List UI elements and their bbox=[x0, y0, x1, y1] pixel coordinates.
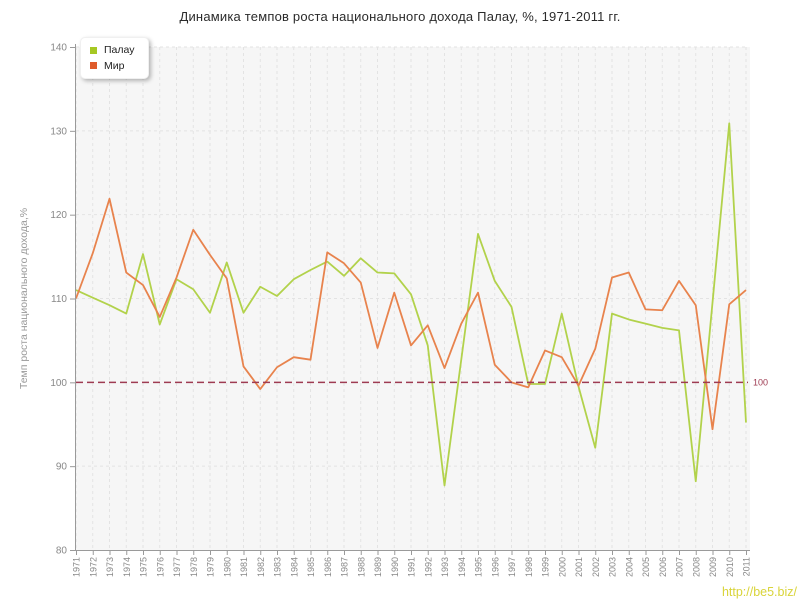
x-tick-label: 2009 bbox=[708, 557, 718, 577]
x-tick-label: 1984 bbox=[289, 557, 299, 577]
x-tick-label: 2007 bbox=[675, 557, 685, 577]
x-tick-label: 1995 bbox=[474, 557, 484, 577]
x-tick-label: 2011 bbox=[742, 557, 752, 576]
x-tick-label: 1980 bbox=[222, 557, 232, 577]
x-tick-label: 1971 bbox=[72, 557, 82, 577]
x-tick-label: 1990 bbox=[390, 557, 400, 577]
mir-swatch-icon bbox=[90, 62, 97, 70]
chart-title: Динамика темпов роста национального дохо… bbox=[179, 9, 621, 24]
y-tick-label: 140 bbox=[50, 43, 67, 54]
legend-label-palau: Палау bbox=[104, 44, 135, 56]
x-tick-label: 1989 bbox=[373, 557, 383, 577]
x-tick-label: 2005 bbox=[641, 557, 651, 577]
x-tick-label: 1992 bbox=[423, 557, 433, 577]
x-tick-label: 1977 bbox=[172, 557, 182, 577]
y-tick-label: 130 bbox=[50, 126, 67, 137]
x-tick-label: 1994 bbox=[457, 557, 467, 577]
legend-item-palau: Палау bbox=[90, 45, 135, 56]
y-axis-title: Темп роста национального дохода,% bbox=[18, 208, 30, 389]
x-tick-label: 1985 bbox=[306, 557, 316, 577]
x-tick-label: 1988 bbox=[356, 557, 366, 577]
x-tick-label: 1991 bbox=[407, 557, 417, 577]
palau-swatch-icon bbox=[90, 46, 97, 54]
x-tick-label: 1997 bbox=[507, 557, 517, 577]
y-tick-label: 110 bbox=[51, 294, 67, 305]
y-tick-label: 120 bbox=[50, 210, 67, 221]
x-tick-label: 1973 bbox=[105, 557, 115, 577]
x-tick-label: 1981 bbox=[239, 557, 249, 577]
legend-item-mir: Мир bbox=[90, 59, 135, 72]
x-tick-label: 2002 bbox=[591, 557, 601, 577]
series-palau-line bbox=[75, 122, 747, 487]
watermark-link[interactable]: http://be5.biz/ bbox=[721, 585, 797, 599]
x-tick-label: 2010 bbox=[725, 557, 735, 577]
y-tick-label: 80 bbox=[56, 546, 68, 557]
x-tick-label: 2000 bbox=[557, 557, 567, 577]
legend: Палау Мир bbox=[80, 37, 149, 79]
x-tick-label: 1999 bbox=[541, 557, 551, 577]
x-tick-label: 1982 bbox=[256, 557, 266, 577]
x-tick-label: 1983 bbox=[273, 557, 283, 577]
x-tick-label: 1998 bbox=[524, 557, 534, 577]
legend-label-mir: Мир bbox=[104, 59, 125, 72]
y-tick-label: 100 bbox=[50, 378, 67, 389]
x-tick-label: 1974 bbox=[122, 557, 132, 577]
x-tick-label: 1978 bbox=[189, 557, 199, 577]
series-mir-line bbox=[75, 197, 747, 431]
x-tick-label: 2008 bbox=[691, 557, 701, 577]
x-tick-label: 1987 bbox=[340, 557, 350, 577]
x-tick-label: 2006 bbox=[658, 557, 668, 577]
x-tick-label: 2003 bbox=[608, 557, 618, 577]
x-tick-label: 1996 bbox=[490, 557, 500, 577]
x-tick-label: 1975 bbox=[139, 557, 149, 577]
x-tick-label: 2004 bbox=[624, 557, 634, 577]
x-tick-label: 1976 bbox=[155, 557, 165, 577]
reference-line-label: 100 bbox=[753, 377, 768, 387]
y-tick-label: 90 bbox=[56, 462, 68, 473]
x-tick-label: 1979 bbox=[206, 557, 216, 577]
x-tick-label: 1986 bbox=[323, 557, 333, 577]
x-tick-label: 2001 bbox=[574, 557, 584, 577]
x-tick-label: 1993 bbox=[440, 557, 450, 577]
x-tick-label: 1972 bbox=[88, 557, 98, 577]
